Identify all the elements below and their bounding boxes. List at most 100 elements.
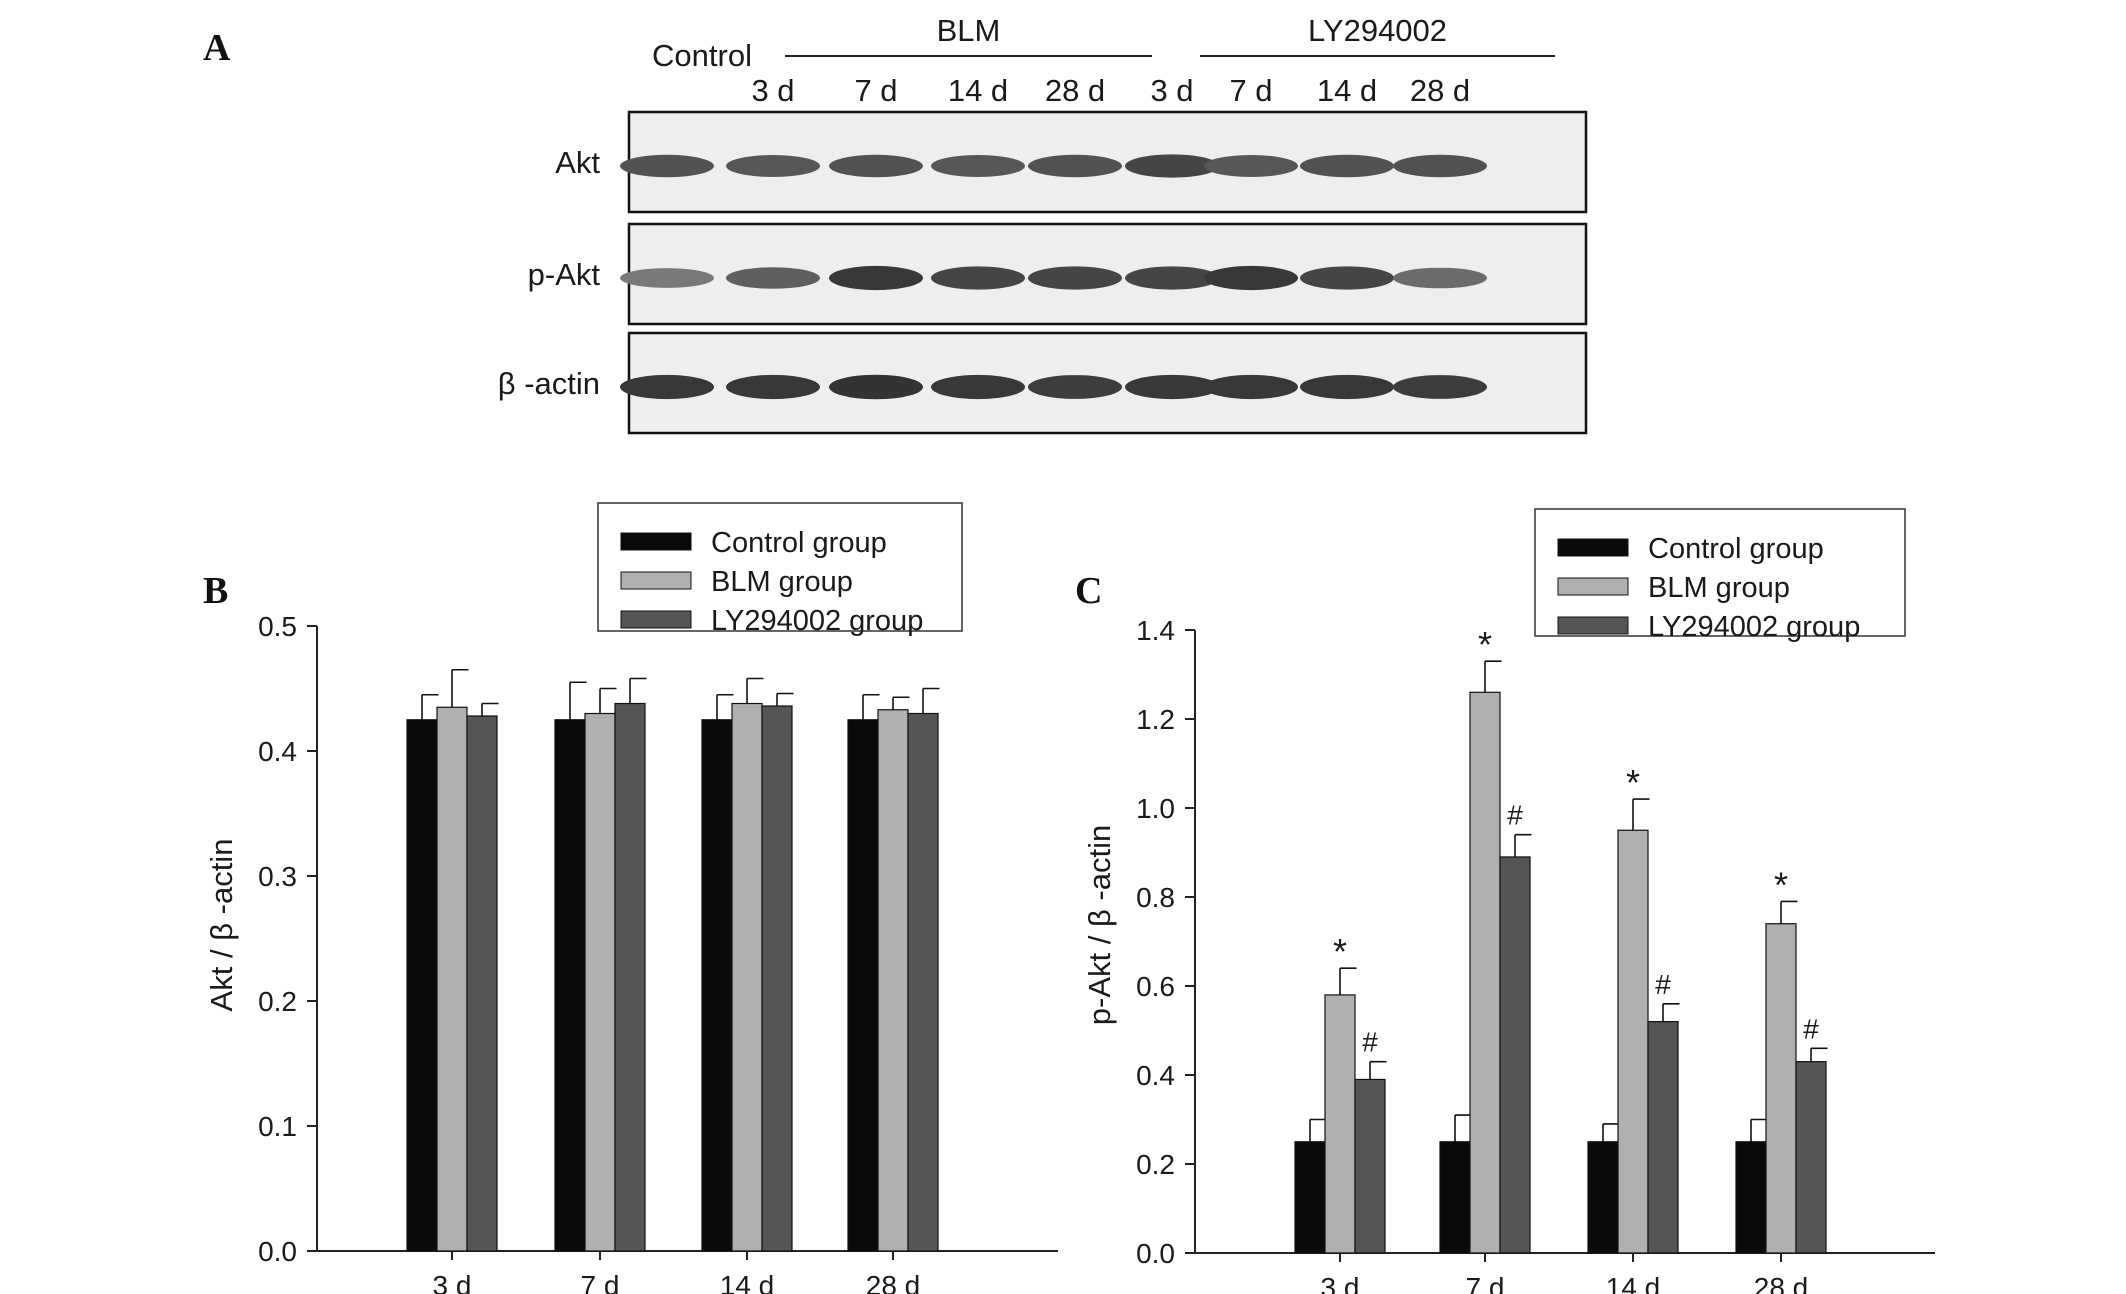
blot-group-label: LY294002 xyxy=(1308,13,1447,48)
panel-c-letter: C xyxy=(1075,570,1102,612)
blot-lane-label: 14 d xyxy=(1317,73,1377,108)
x-tick-label: 3 d xyxy=(1321,1272,1360,1294)
protein-band xyxy=(1300,154,1394,178)
protein-band xyxy=(1028,375,1122,399)
bar xyxy=(554,719,586,1252)
blot-row: β -actin xyxy=(498,331,1588,435)
blot-rows: Akt p-Akt β -actin xyxy=(498,110,1588,435)
y-tick-label: 1.0 xyxy=(1136,793,1175,824)
legend-box xyxy=(597,502,963,632)
y-tick-label: 0.8 xyxy=(1136,882,1175,913)
blot-lane-label: 7 d xyxy=(854,73,897,108)
legend-label: Control group xyxy=(1648,533,1824,565)
x-tick-label: 7 d xyxy=(1466,1272,1505,1294)
bar xyxy=(1294,1141,1326,1254)
y-tick-label: 0.4 xyxy=(258,736,297,767)
bar xyxy=(1469,691,1501,1254)
protein-band xyxy=(1300,266,1394,290)
protein-band xyxy=(1125,266,1219,290)
legend-label: Control group xyxy=(711,527,887,559)
protein-band xyxy=(1300,374,1394,400)
blot-row-label: Akt xyxy=(555,145,600,180)
blot-control-label: Control xyxy=(652,38,752,73)
protein-band xyxy=(931,374,1025,400)
bar xyxy=(1765,923,1797,1254)
western-blot: Control BLM 3 d 7 d 14 d 28 d LY294002 3 d 7 d 1… xyxy=(498,13,1588,435)
legend-swatch xyxy=(620,610,692,629)
protein-band xyxy=(620,374,714,400)
plot-area: 0.0 0.2 0.4 0.6 0.8 1.0 1.2 1.4 3 d 7 d 14 d 28 d * #… xyxy=(1136,615,1935,1294)
protein-band xyxy=(1028,154,1122,178)
blot-row-label: β -actin xyxy=(498,366,600,401)
legend-label: LY294002 group xyxy=(711,605,923,637)
protein-band xyxy=(931,266,1025,290)
bar xyxy=(1735,1141,1767,1254)
protein-band xyxy=(1028,266,1122,290)
legend-swatch xyxy=(1557,616,1629,635)
bar xyxy=(614,702,646,1252)
bar xyxy=(406,719,438,1252)
y-tick-label: 0.0 xyxy=(1136,1238,1175,1269)
y-tick-label: 1.4 xyxy=(1136,615,1175,646)
y-tick-label: 0.2 xyxy=(1136,1149,1175,1180)
p-akt-ratio-chart: p-Akt / β -actin 0.0 0.2 0.4 0.6 0.8 1.0 1.2 1.… xyxy=(1082,508,1935,1294)
akt-ratio-chart: Akt / β -actin 0.0 0.1 0.2 0.3 0.4 0.5 3 d 7 d 1… xyxy=(204,502,1058,1294)
y-tick-label: 0.0 xyxy=(258,1236,297,1267)
panel-a-letter: A xyxy=(203,27,231,69)
y-axis-label: Akt / β -actin xyxy=(204,839,239,1012)
blot-lane-label: 3 d xyxy=(751,73,794,108)
significance-marker: * xyxy=(1626,762,1640,803)
legend-label: LY294002 group xyxy=(1648,611,1860,643)
legend: Control group BLM group LY294002 group xyxy=(597,502,963,637)
blot-lane-label: 14 d xyxy=(948,73,1008,108)
bar xyxy=(584,712,616,1252)
protein-band xyxy=(1393,375,1487,399)
protein-band xyxy=(829,154,923,178)
significance-marker: * xyxy=(1333,931,1347,972)
y-tick-label: 1.2 xyxy=(1136,704,1175,735)
protein-band xyxy=(726,374,820,400)
blot-row-label: p-Akt xyxy=(528,257,601,292)
legend-box xyxy=(1534,508,1906,637)
y-axis-label: p-Akt / β -actin xyxy=(1082,825,1117,1025)
y-tick-label: 0.4 xyxy=(1136,1060,1175,1091)
bar xyxy=(436,706,468,1252)
significance-marker: # xyxy=(1507,800,1523,831)
protein-band xyxy=(1125,154,1219,178)
blot-row: p-Akt xyxy=(528,222,1588,326)
bar xyxy=(1795,1061,1827,1254)
blot-row: Akt xyxy=(555,110,1588,214)
legend-swatch xyxy=(1557,538,1629,557)
protein-band xyxy=(1393,267,1487,289)
protein-band xyxy=(829,265,923,291)
bar xyxy=(1647,1020,1679,1254)
legend-swatch xyxy=(1557,577,1629,596)
bar xyxy=(701,719,733,1252)
bar xyxy=(761,705,793,1252)
protein-band xyxy=(1204,374,1298,400)
x-tick-label: 28 d xyxy=(1754,1272,1809,1294)
legend: Control group BLM group LY294002 group xyxy=(1534,508,1906,643)
x-tick-label: 7 d xyxy=(581,1270,620,1294)
protein-band xyxy=(1125,374,1219,400)
bar xyxy=(466,715,498,1252)
blot-lane-label: 7 d xyxy=(1229,73,1272,108)
significance-marker: # xyxy=(1655,969,1671,1000)
blot-lane-label: 28 d xyxy=(1045,73,1105,108)
legend-swatch xyxy=(620,532,692,551)
legend-label: BLM group xyxy=(1648,572,1790,604)
bar xyxy=(1587,1141,1619,1254)
protein-band xyxy=(726,267,820,289)
protein-band xyxy=(726,154,820,178)
significance-marker: # xyxy=(1362,1027,1378,1058)
y-tick-label: 0.5 xyxy=(258,611,297,642)
protein-band xyxy=(829,374,923,400)
x-tick-label: 14 d xyxy=(1606,1272,1661,1294)
y-tick-label: 0.6 xyxy=(1136,971,1175,1002)
blot-group-label: BLM xyxy=(937,13,1001,48)
x-tick-label: 3 d xyxy=(433,1270,472,1294)
plot-area: 0.0 0.1 0.2 0.3 0.4 0.5 3 d 7 d 14 d 28 d xyxy=(258,611,1058,1294)
bar xyxy=(877,709,909,1252)
significance-marker: * xyxy=(1774,864,1788,905)
